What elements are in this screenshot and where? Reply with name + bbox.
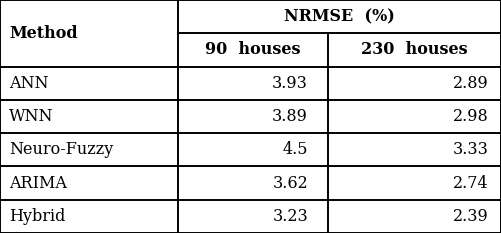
Bar [178,200,328,233]
Bar [328,100,501,133]
Bar [0,166,178,200]
Bar [0,67,178,100]
Text: ARIMA: ARIMA [9,175,67,192]
Text: 230  houses: 230 houses [361,41,468,58]
Text: 4.5: 4.5 [283,141,308,158]
Text: 2.89: 2.89 [453,75,488,92]
Bar [328,200,501,233]
Text: 2.39: 2.39 [453,208,488,225]
Bar [328,166,501,200]
Bar [328,33,501,67]
Text: 2.98: 2.98 [453,108,488,125]
Bar [0,133,178,166]
Text: NRMSE  (%): NRMSE (%) [284,8,395,25]
Text: 3.89: 3.89 [272,108,308,125]
Bar [178,133,328,166]
Text: Neuro-Fuzzy: Neuro-Fuzzy [9,141,113,158]
Text: 2.74: 2.74 [453,175,488,192]
Text: 3.33: 3.33 [452,141,488,158]
Text: 3.23: 3.23 [273,208,308,225]
Text: WNN: WNN [9,108,54,125]
Bar [178,166,328,200]
Bar [0,200,178,233]
Bar [178,67,328,100]
Bar [328,133,501,166]
Bar [178,33,328,67]
Bar [178,0,501,33]
Text: Method: Method [9,25,78,42]
Text: 90  houses: 90 houses [205,41,301,58]
Bar [328,67,501,100]
Text: Hybrid: Hybrid [9,208,66,225]
Bar [0,0,178,67]
Bar [178,100,328,133]
Text: 3.62: 3.62 [273,175,308,192]
Text: ANN: ANN [9,75,49,92]
Text: 3.93: 3.93 [272,75,308,92]
Bar [0,100,178,133]
